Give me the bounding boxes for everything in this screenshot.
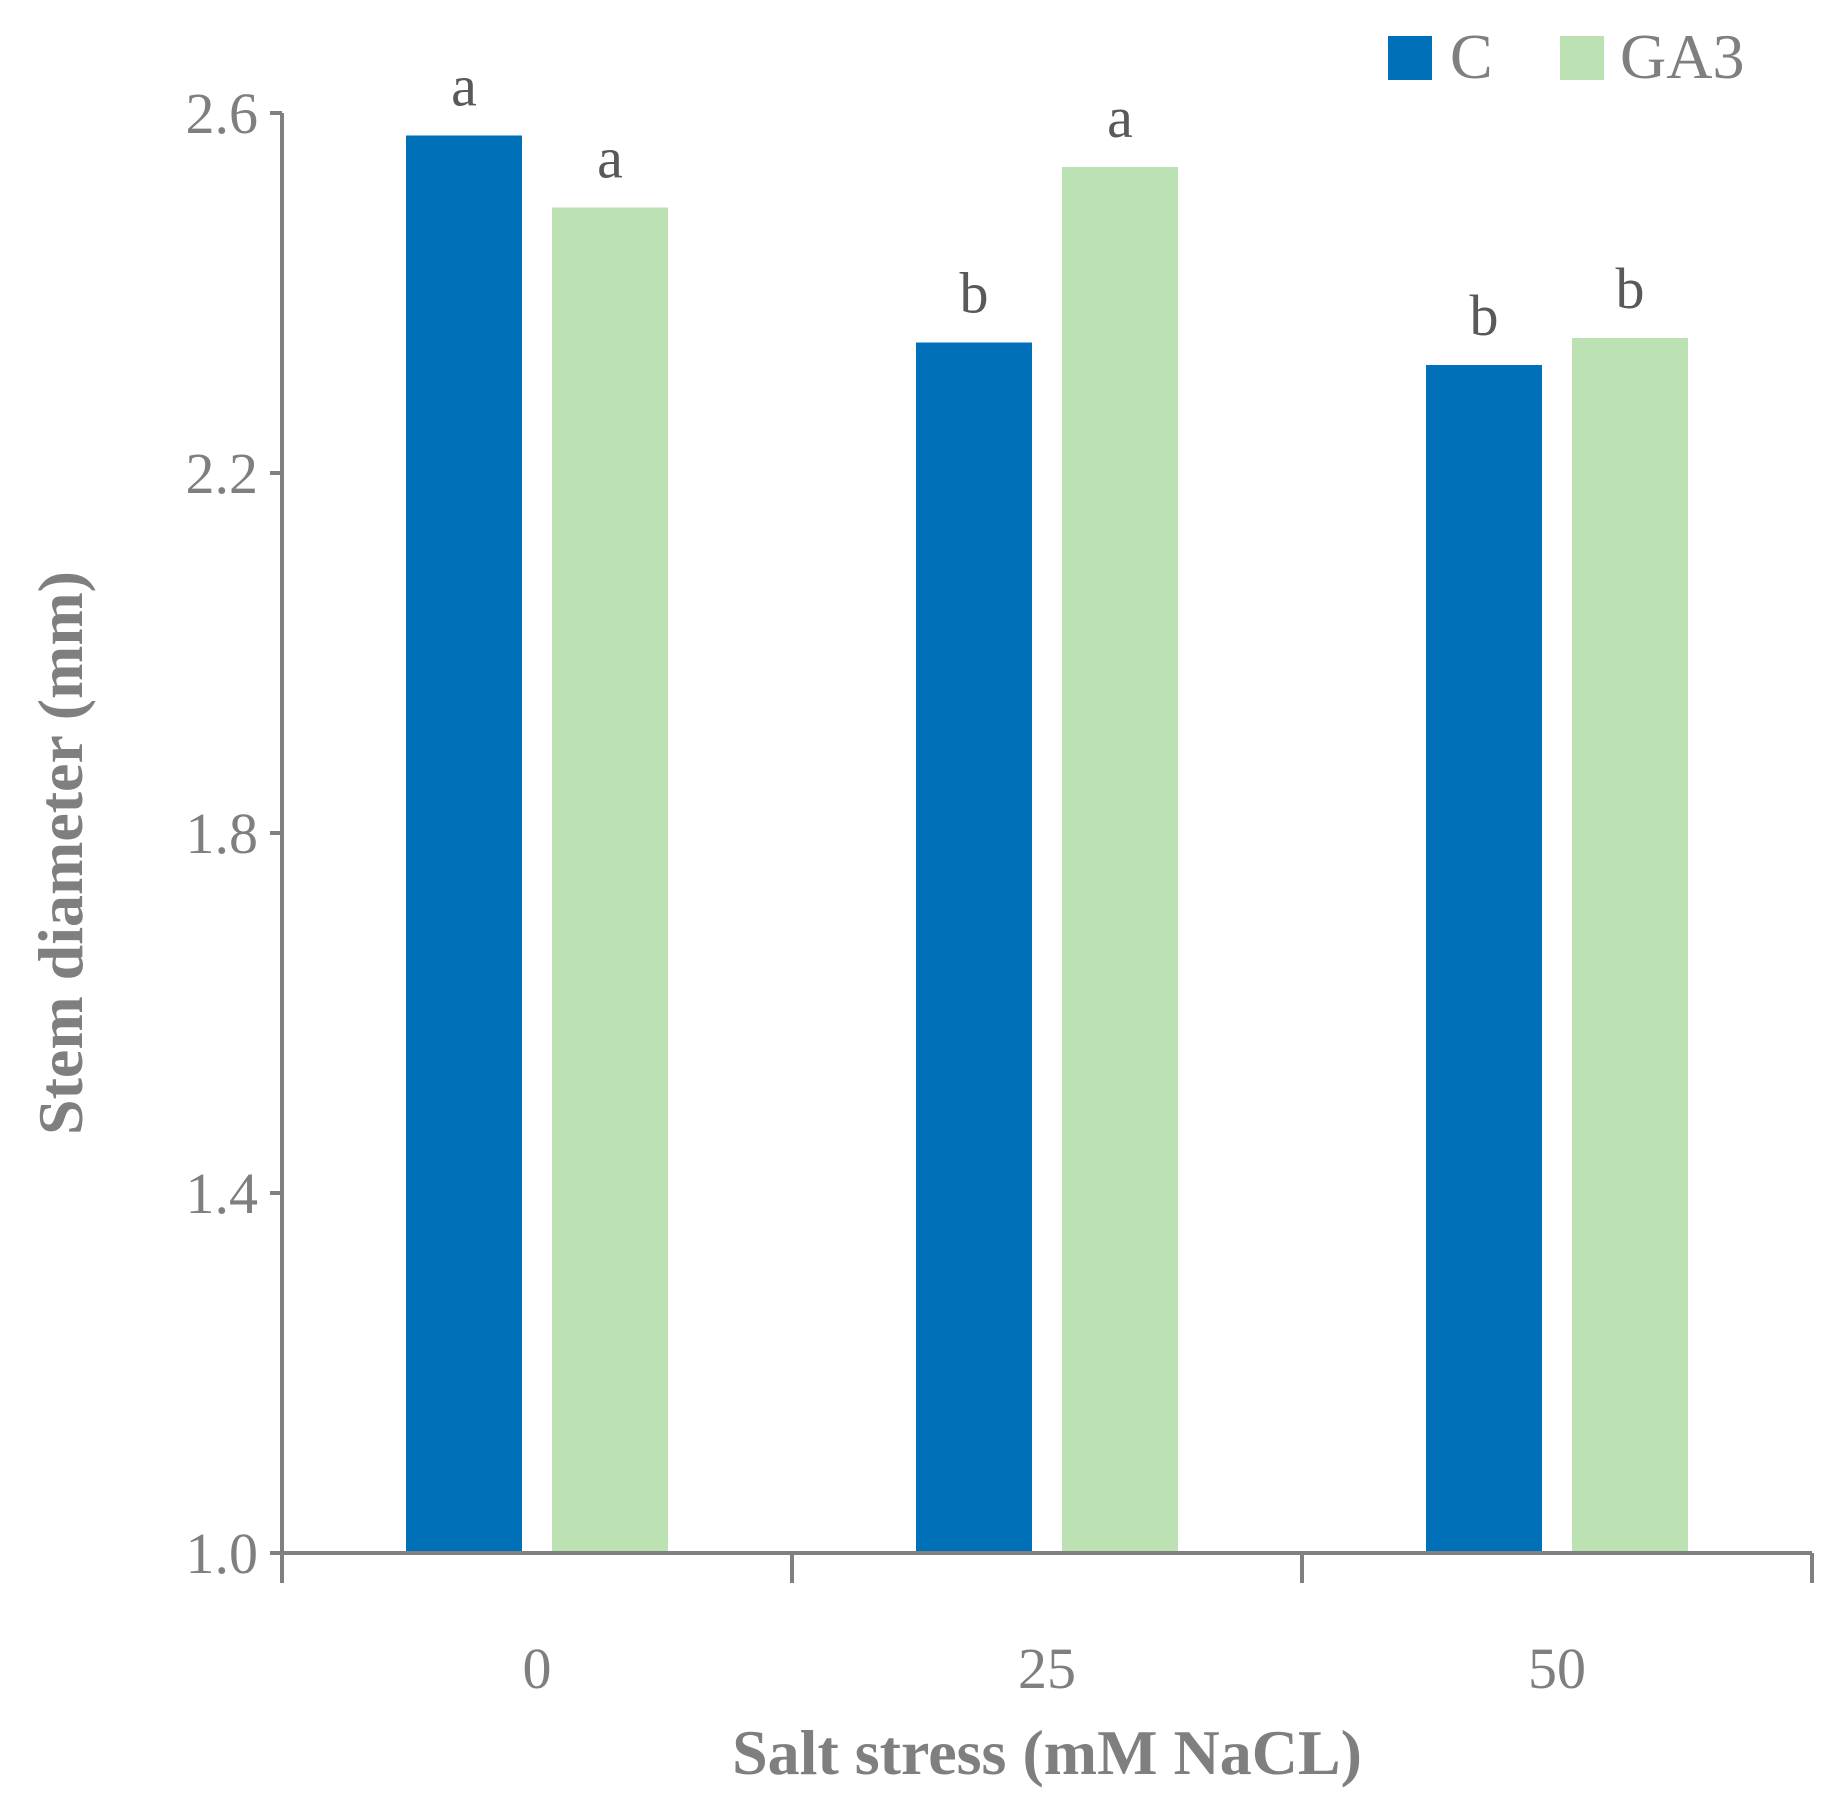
legend-label-c: C bbox=[1450, 21, 1493, 92]
bar-ga3-50 bbox=[1572, 338, 1688, 1553]
sig-label-ga3-25: a bbox=[1107, 85, 1133, 150]
x-tick-label-25: 25 bbox=[1018, 1636, 1076, 1701]
y-tick-label: 2.6 bbox=[186, 81, 259, 146]
bar-c-50 bbox=[1426, 365, 1542, 1553]
legend-swatch-c bbox=[1388, 36, 1432, 80]
sig-label-ga3-0: a bbox=[597, 126, 623, 191]
legend-label-ga3: GA3 bbox=[1620, 21, 1744, 92]
bar-c-25 bbox=[916, 342, 1032, 1553]
sig-label-c-50: b bbox=[1470, 283, 1499, 348]
y-tick-label: 1.0 bbox=[186, 1521, 259, 1586]
legend: C GA3 bbox=[1388, 21, 1744, 92]
axes-layer: 1.0 1.4 1.8 2.2 2.6 0 25 50 bbox=[186, 81, 1814, 1701]
sig-label-c-0: a bbox=[451, 54, 477, 119]
sig-label-c-25: b bbox=[960, 261, 989, 326]
y-tick-label: 1.8 bbox=[186, 801, 259, 866]
x-tick-label-0: 0 bbox=[523, 1636, 552, 1701]
bar-ga3-25 bbox=[1062, 167, 1178, 1553]
bar-c-0 bbox=[406, 135, 522, 1553]
bars-layer bbox=[406, 135, 1688, 1553]
y-tick-label: 1.4 bbox=[186, 1161, 259, 1226]
x-tick-label-50: 50 bbox=[1528, 1636, 1586, 1701]
legend-swatch-ga3 bbox=[1560, 36, 1604, 80]
y-tick-label: 2.2 bbox=[186, 441, 259, 506]
x-axis-title: Salt stress (mM NaCL) bbox=[732, 1717, 1362, 1788]
labels-layer: a b b a a b bbox=[451, 54, 1644, 349]
sig-label-ga3-50: b bbox=[1616, 256, 1645, 321]
y-axis-title: Stem diameter (mm) bbox=[25, 571, 96, 1135]
bar-ga3-0 bbox=[552, 207, 668, 1553]
